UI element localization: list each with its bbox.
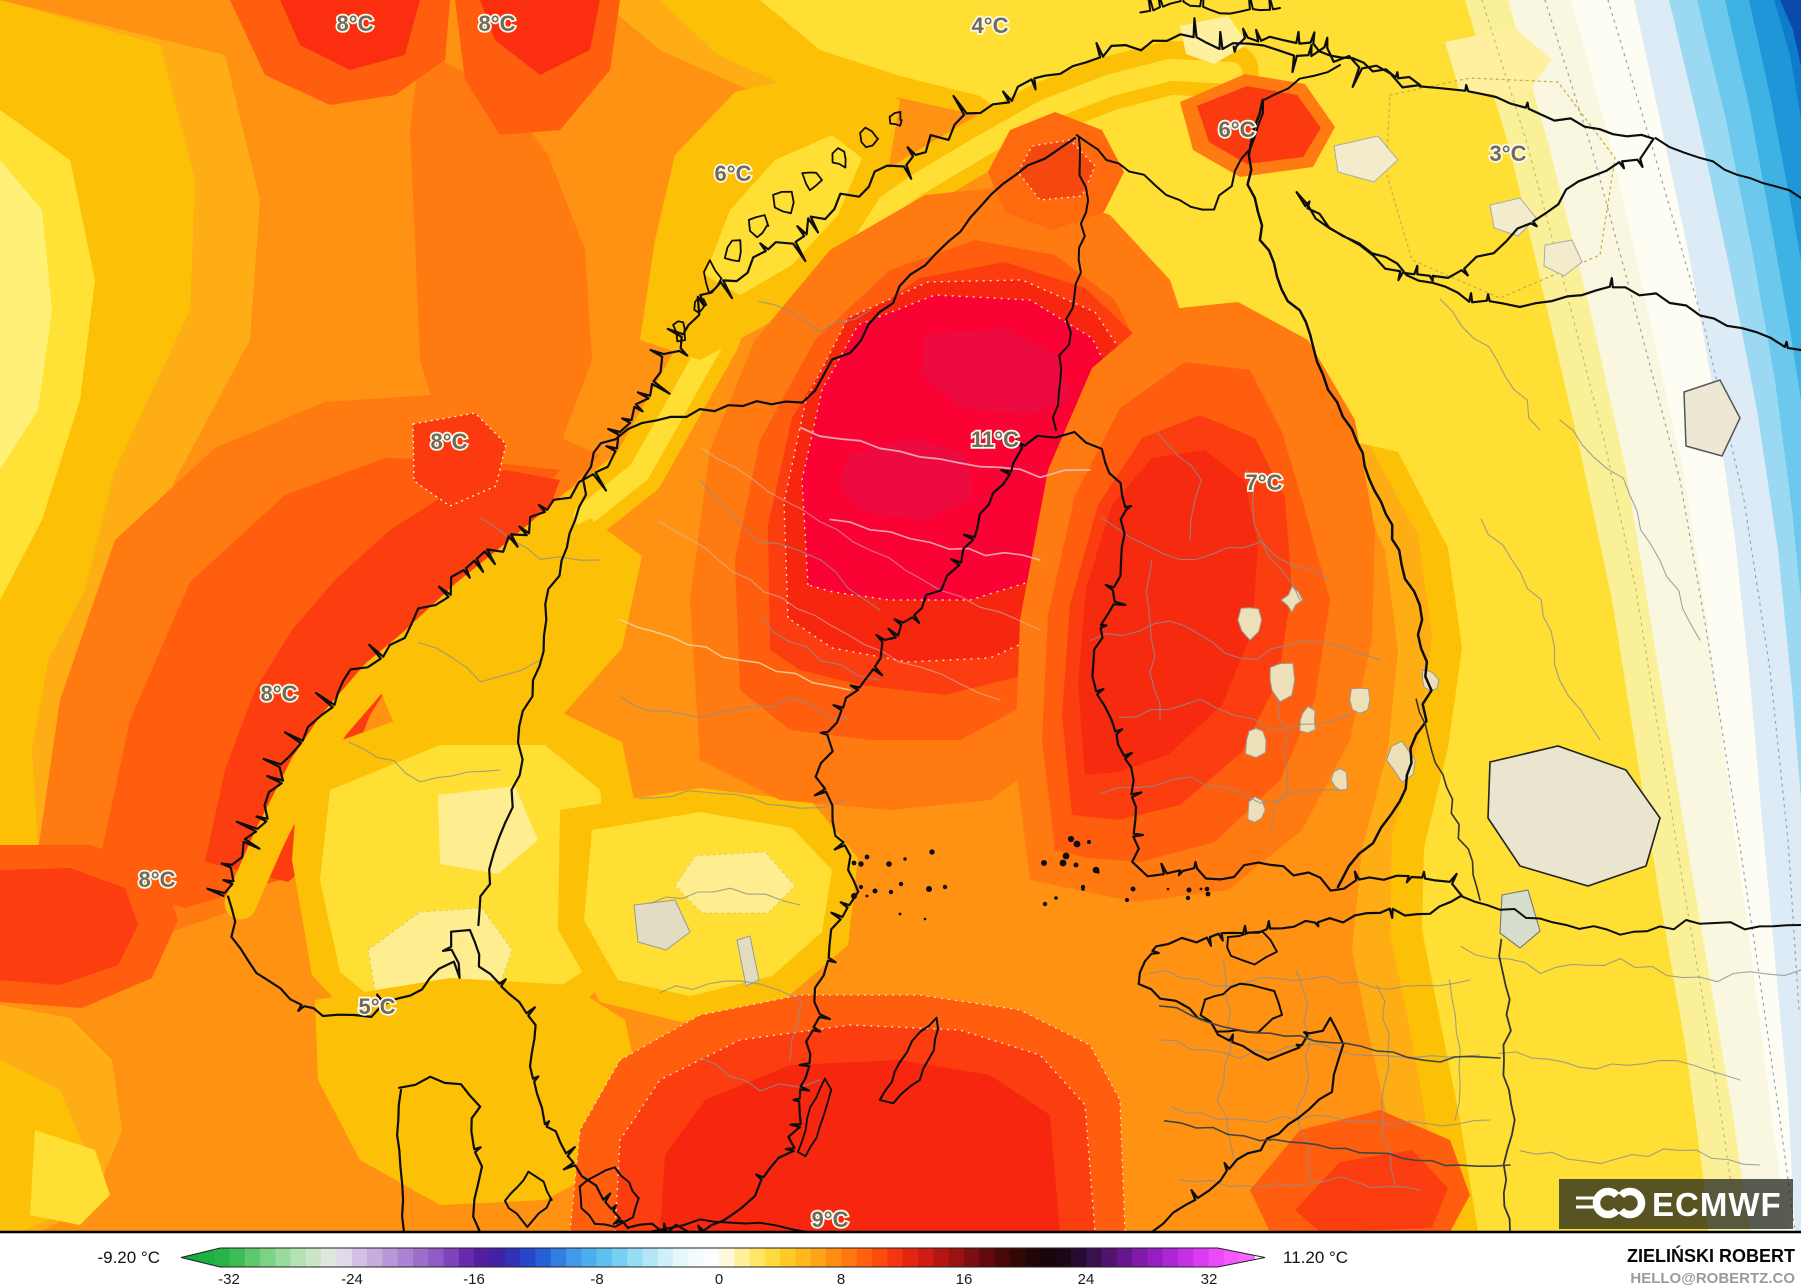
svg-text:-8: -8	[590, 1271, 603, 1287]
svg-text:8°C: 8°C	[261, 681, 298, 706]
svg-text:-16: -16	[463, 1271, 485, 1287]
svg-text:16: 16	[956, 1271, 973, 1287]
svg-text:5°C: 5°C	[359, 994, 396, 1019]
svg-text:6°C: 6°C	[715, 161, 752, 186]
svg-text:3°C: 3°C	[1490, 141, 1527, 166]
svg-text:32: 32	[1201, 1271, 1218, 1287]
svg-text:-24: -24	[341, 1271, 363, 1287]
svg-text:8°C: 8°C	[479, 11, 516, 36]
svg-text:9°C: 9°C	[812, 1207, 849, 1232]
svg-text:ZIELIŃSKI ROBERT: ZIELIŃSKI ROBERT	[1627, 1245, 1795, 1266]
svg-text:7°C: 7°C	[1246, 470, 1283, 495]
svg-text:24: 24	[1078, 1271, 1095, 1287]
svg-text:4°C: 4°C	[972, 13, 1009, 38]
svg-text:11°C: 11°C	[971, 427, 1019, 452]
svg-text:8°C: 8°C	[431, 429, 468, 454]
svg-text:HELLO@ROBERTZ.CO: HELLO@ROBERTZ.CO	[1630, 1270, 1795, 1287]
svg-text:8: 8	[837, 1271, 845, 1287]
svg-text:-32: -32	[218, 1271, 240, 1287]
svg-text:ECMWF: ECMWF	[1652, 1186, 1782, 1223]
svg-text:11.20 °C: 11.20 °C	[1283, 1248, 1348, 1267]
svg-text:0: 0	[715, 1271, 723, 1287]
svg-text:-9.20 °C: -9.20 °C	[97, 1248, 160, 1267]
svg-text:8°C: 8°C	[337, 11, 374, 36]
svg-text:6°C: 6°C	[1219, 117, 1256, 142]
svg-text:8°C: 8°C	[139, 867, 176, 892]
